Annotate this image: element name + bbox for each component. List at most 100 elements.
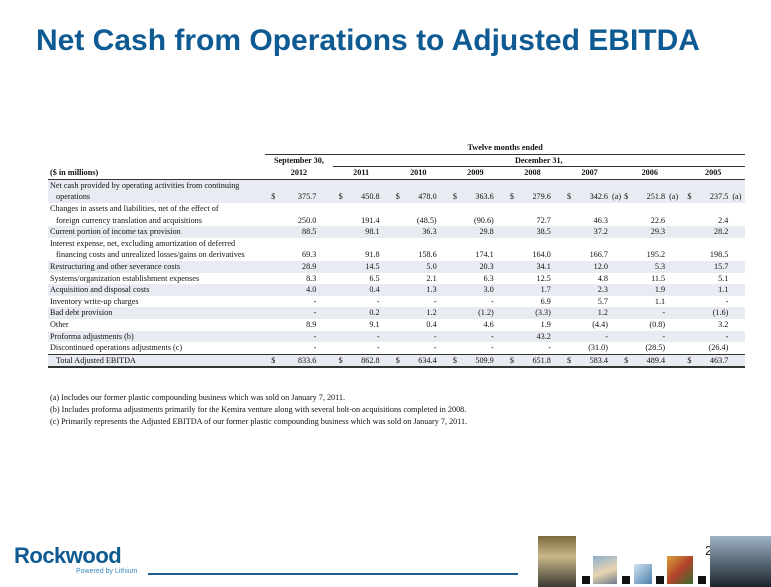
footnote-ref (318, 226, 333, 238)
currency-symbol (618, 273, 631, 285)
row-value: 29.8 (460, 226, 496, 238)
financial-table: Twelve months ended September 30, December… (48, 142, 745, 369)
currency-symbol (503, 226, 518, 238)
total-row: Total Adjusted EBITDA $833.6 $862.8 $634.4 $… (48, 353, 745, 369)
currency-symbol (333, 273, 346, 285)
footnote-ref (730, 353, 745, 369)
row-value: 279.6 (517, 191, 553, 203)
currency-symbol (618, 296, 631, 308)
footnote-ref (438, 226, 447, 238)
row-value: - (631, 330, 668, 343)
period-header-dec: December 31, (332, 154, 745, 168)
row-value: 158.6 (418, 250, 437, 260)
row-label: operations (48, 191, 266, 203)
row-value: 8.3 (306, 273, 317, 283)
row-value: 198.5 (709, 250, 729, 260)
currency-symbol (561, 260, 575, 273)
row-value: 489.4 (631, 353, 668, 369)
row-value: 5.7 (597, 296, 608, 306)
row-value: - (376, 296, 380, 306)
footnote-ref (730, 260, 745, 273)
footnote-ref (318, 307, 333, 319)
currency-symbol (332, 284, 346, 296)
row-label: Net cash provided by operating activitie… (48, 179, 266, 192)
currency-symbol (561, 249, 574, 261)
footnote-ref (439, 319, 447, 331)
footnote-ref (382, 273, 390, 285)
footnote-ref (381, 191, 390, 203)
currency-symbol (446, 226, 461, 238)
row-value: - (313, 343, 317, 353)
row-value: 36.3 (402, 226, 439, 238)
footnote-ref (667, 296, 681, 308)
footnote-ref (667, 319, 681, 331)
row-label: Bad debt provision (48, 307, 266, 319)
currency-symbol: $ (561, 191, 575, 203)
footnote-ref (381, 307, 390, 319)
footnote-ref (495, 307, 504, 319)
row-value: (1.6) (694, 307, 731, 319)
currency-symbol (447, 296, 460, 308)
footnote-ref (609, 353, 619, 369)
currency-symbol (390, 215, 403, 227)
footnote-ref (495, 330, 504, 343)
currency-symbol (681, 249, 694, 261)
currency-symbol (561, 307, 575, 319)
lab-flask-image (538, 536, 576, 587)
row-value: 5.3 (631, 260, 668, 273)
currency-symbol (504, 319, 517, 331)
header-row-group: Twelve months ended (48, 142, 745, 155)
row-value: 1.9 (631, 284, 668, 296)
currency-symbol (265, 260, 280, 273)
row-label: Total Adjusted EBITDA (48, 353, 266, 369)
empty-cell (681, 179, 745, 192)
row-value: 43.2 (517, 330, 553, 343)
currency-symbol (265, 226, 280, 238)
ebitda-reconciliation-table: Twelve months ended September 30, December… (48, 142, 745, 369)
empty-cell (618, 238, 681, 250)
row-value: 651.8 (517, 353, 553, 369)
row-value: - (376, 343, 380, 353)
row-value: (3.3) (517, 307, 553, 319)
currency-symbol (265, 307, 280, 319)
footnote-ref (439, 273, 447, 285)
row-label: Interest expense, net, excluding amortiz… (50, 238, 236, 248)
empty-cell (389, 179, 447, 192)
year-header: 2007 (561, 166, 619, 180)
row-value: 250.0 (297, 215, 317, 225)
footnote-ref (318, 342, 332, 354)
rockwood-logo: Rockwood Powered by Lithium (14, 545, 137, 576)
currency-symbol: $ (503, 191, 518, 203)
table-row: financing costs and unrealized losses/ga… (48, 249, 745, 261)
footnote-ref (438, 191, 447, 203)
group-header: Twelve months ended (265, 142, 745, 155)
currency-symbol (618, 319, 631, 331)
row-value: 1.9 (540, 319, 551, 329)
footnote-ref (667, 284, 682, 296)
row-value: 0.2 (345, 307, 382, 319)
currency-symbol (503, 260, 518, 273)
square-marker-icon (582, 576, 590, 584)
currency-symbol (265, 215, 279, 227)
footnote-ref (381, 260, 390, 273)
currency-symbol (681, 307, 695, 319)
row-value: 583.4 (574, 353, 610, 369)
footnote-c: (c) Primarily represents the Adjusted EB… (50, 417, 468, 426)
row-value: - (631, 307, 668, 319)
currency-symbol (447, 215, 460, 227)
footnote-ref (553, 215, 561, 227)
footnote-ref (553, 319, 561, 331)
footnote-ref (610, 319, 618, 331)
footnote-ref (610, 342, 618, 354)
currency-symbol (503, 330, 518, 343)
currency-symbol (446, 260, 461, 273)
row-value: 2.3 (574, 284, 610, 296)
footnote-ref (609, 260, 619, 273)
empty-cell (561, 203, 618, 215)
empty-cell (390, 203, 447, 215)
square-marker-icon (622, 576, 630, 584)
currency-symbol (447, 249, 460, 261)
row-value: (90.6) (473, 215, 494, 225)
row-label: Proforma adjustments (b) (48, 330, 266, 343)
row-value: 195.2 (646, 250, 666, 260)
